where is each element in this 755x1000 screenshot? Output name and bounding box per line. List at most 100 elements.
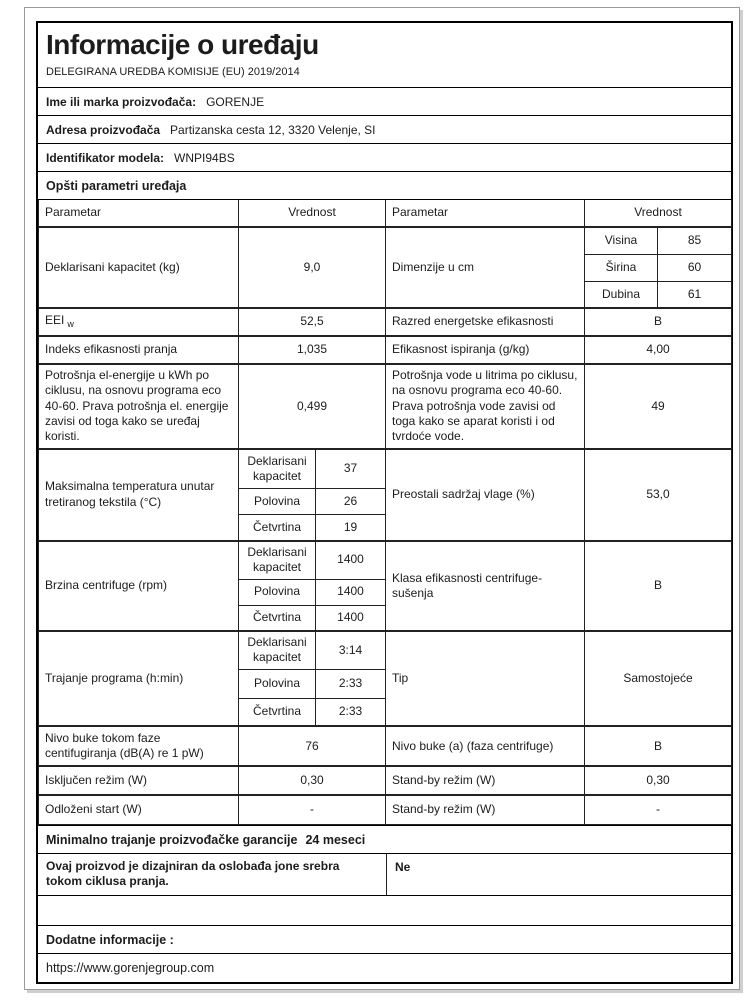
spin-class-value: B	[584, 539, 732, 632]
dimension-height-label: Visina	[584, 226, 658, 255]
dimension-height-value: 85	[657, 226, 732, 255]
standby-value-2: -	[584, 794, 732, 825]
max-temp-declared-label: Deklarisani kapacitet	[238, 447, 316, 490]
delayed-start-label: Odloženi start (W)	[38, 794, 239, 825]
duration-declared-value: 3:14	[315, 630, 386, 670]
model-value: WNPI94BS	[174, 151, 235, 165]
general-parameters-table: Parametar Vrednost Parametar Vrednost De…	[38, 200, 732, 825]
product-fiche: Informacije o uređaju DELEGIRANA UREDBA …	[36, 21, 733, 984]
water-consumption-label: Potrošnja vode u litrima po ciklusu, na …	[385, 363, 585, 450]
noise-row: Nivo buke tokom faze centifugiranja (dB(…	[38, 725, 732, 767]
noise-value: 76	[238, 725, 386, 767]
dimension-width-value: 60	[657, 253, 732, 282]
off-mode-value: 0,30	[238, 765, 386, 796]
duration-quarter-value: 2:33	[315, 697, 386, 727]
energy-consumption-value: 0,499	[238, 363, 386, 450]
duration-quarter-row: Četvrtina 2:33	[39, 697, 732, 727]
dimension-depth-row: Dubina 61	[39, 280, 732, 309]
spin-half-row: Polovina 1400	[39, 578, 732, 606]
max-temp-declared-value: 37	[315, 447, 386, 490]
moisture-value: 53,0	[584, 447, 732, 542]
wash-index-value: 1,035	[238, 335, 386, 365]
standby-value-1: 0,30	[584, 765, 732, 796]
consumption-row: Potrošnja el-energije u kWh po ciklusu, …	[38, 363, 732, 450]
silver-ion-label: Ovaj proizvod je dizajniran da oslobađa …	[38, 853, 387, 895]
silver-ion-value: Ne	[395, 859, 411, 874]
spin-speed-row: Brzina centrifuge (rpm) Deklarisani kapa…	[38, 539, 732, 632]
warranty-value: 24 meseci	[305, 832, 366, 847]
noise-class-label: Nivo buke (a) (faza centrifuge)	[385, 725, 585, 767]
eei-label: EEI w	[38, 307, 239, 337]
header-value-left: Vrednost	[238, 200, 386, 228]
header-param-right: Parametar	[385, 200, 585, 228]
duration-declared-label: Deklarisani kapacitet	[238, 630, 316, 670]
rinse-label: Efikasnost ispiranja (g/kg)	[385, 335, 585, 365]
general-parameters-header: Opšti parametri uređaja	[38, 172, 731, 200]
spin-class-label: Klasa efikasnosti centrifuge-sušenja	[385, 539, 585, 632]
max-temp-quarter-label: Četvrtina	[238, 514, 316, 542]
noise-class-value: B	[584, 725, 732, 767]
spin-half-label: Polovina	[238, 578, 316, 606]
max-temp-half-value: 26	[315, 488, 386, 516]
address-label: Adresa proizvođača	[46, 123, 161, 137]
capacity-label: Deklarisani kapacitet (kg)	[38, 226, 239, 309]
standby-label-1: Stand-by režim (W)	[385, 765, 585, 796]
type-label: Tip	[385, 630, 585, 727]
spin-declared-value: 1400	[315, 539, 386, 580]
delayed-start-value: -	[238, 794, 386, 825]
model-row: Identifikator modela: WNPI94BS	[38, 144, 731, 172]
off-mode-label: Isključen režim (W)	[38, 765, 239, 796]
noise-label: Nivo buke tokom faze centifugiranja (dB(…	[38, 725, 239, 767]
address-value: Partizanska cesta 12, 3320 Velenje, SI	[170, 123, 376, 137]
title-block: Informacije o uređaju DELEGIRANA UREDBA …	[38, 23, 731, 88]
water-consumption-value: 49	[584, 363, 732, 450]
capacity-dimensions-row: Deklarisani kapacitet (kg) 9,0 Dimenzije…	[38, 226, 732, 309]
type-value: Samostojeće	[584, 630, 732, 727]
duration-label: Trajanje programa (h:min)	[38, 630, 239, 727]
spin-half-value: 1400	[315, 578, 386, 606]
duration-quarter-label: Četvrtina	[238, 697, 316, 727]
off-mode-row: Isključen režim (W) 0,30 Stand-by režim …	[38, 765, 732, 796]
header-param-left: Parametar	[38, 200, 239, 228]
max-temp-half-label: Polovina	[238, 488, 316, 516]
spin-quarter-value: 1400	[315, 604, 386, 632]
spin-speed-label: Brzina centrifuge (rpm)	[38, 539, 239, 632]
additional-info-header: Dodatne informacije :	[38, 924, 731, 953]
manufacturer-website: https://www.gorenjegroup.com	[38, 952, 731, 982]
duration-row: Trajanje programa (h:min) Deklarisani ka…	[38, 630, 732, 727]
dimension-depth-value: 61	[657, 280, 732, 309]
eei-row: EEI w 52,5 Razred energetske efikasnosti …	[38, 307, 732, 337]
max-temp-row: Maksimalna temperatura unutar tretiranog…	[38, 447, 732, 542]
max-temp-half-row: Polovina 26	[39, 488, 732, 516]
max-temp-label: Maksimalna temperatura unutar tretiranog…	[38, 447, 239, 542]
silver-ion-row: Ovaj proizvod je dizajniran da oslobađa …	[38, 852, 731, 895]
dimension-width-label: Širina	[584, 253, 658, 282]
address-row: Adresa proizvođača Partizanska cesta 12, …	[38, 116, 731, 144]
duration-half-label: Polovina	[238, 668, 316, 699]
energy-class-value: B	[584, 307, 732, 337]
duration-half-value: 2:33	[315, 668, 386, 699]
moisture-label: Preostali sadržaj vlage (%)	[385, 447, 585, 542]
wash-index-label: Indeks efikasnosti pranja	[38, 335, 239, 365]
standby-label-2: Stand-by režim (W)	[385, 794, 585, 825]
table-header-row: Parametar Vrednost Parametar Vrednost	[38, 200, 732, 228]
wash-index-row: Indeks efikasnosti pranja 1,035 Efikasno…	[38, 335, 732, 365]
manufacturer-value: GORENJE	[206, 95, 265, 109]
warranty-row: Minimalno trajanje proizvođačke garancij…	[38, 824, 731, 853]
document-frame: Informacije o uređaju DELEGIRANA UREDBA …	[24, 7, 740, 990]
max-temp-quarter-row: Četvrtina 19	[39, 514, 732, 542]
capacity-value: 9,0	[238, 226, 386, 309]
max-temp-quarter-value: 19	[315, 514, 386, 542]
spin-quarter-row: Četvrtina 1400	[39, 604, 732, 632]
model-label: Identifikator modela:	[46, 151, 165, 165]
energy-consumption-label: Potrošnja el-energije u kWh po ciklusu, …	[38, 363, 239, 450]
manufacturer-row: Ime ili marka proizvođača: GORENJE	[38, 88, 731, 116]
dimensions-label: Dimenzije u cm	[385, 226, 585, 309]
eei-value: 52,5	[238, 307, 386, 337]
dimension-depth-label: Dubina	[584, 280, 658, 309]
spin-quarter-label: Četvrtina	[238, 604, 316, 632]
rinse-value: 4,00	[584, 335, 732, 365]
warranty-label: Minimalno trajanje proizvođačke garancij…	[46, 832, 298, 847]
manufacturer-label: Ime ili marka proizvođača:	[46, 95, 197, 109]
dimension-width-row: Širina 60	[39, 253, 732, 282]
